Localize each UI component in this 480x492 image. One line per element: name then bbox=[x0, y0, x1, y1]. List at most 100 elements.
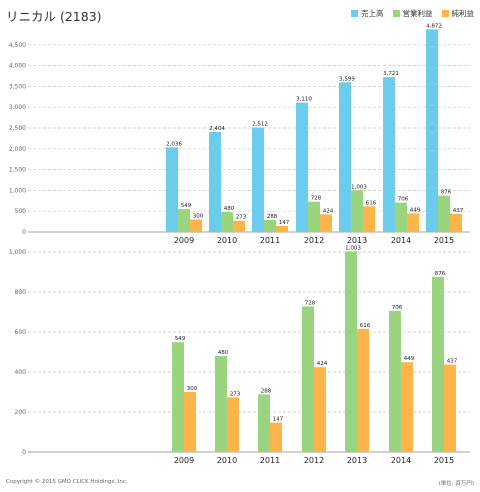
data-label: 3,110 bbox=[296, 97, 312, 103]
bar-net-2009 bbox=[184, 392, 196, 452]
data-label: 2,512 bbox=[252, 122, 268, 128]
y-tick-label: 2,500 bbox=[9, 125, 26, 132]
unit-label: (単位: 百万円) bbox=[438, 481, 474, 487]
y-tick-label: 800 bbox=[15, 289, 27, 296]
y-tick-label: 600 bbox=[15, 329, 27, 336]
legend: 売上高 営業利益 純利益 bbox=[351, 8, 474, 19]
data-label: 3,599 bbox=[339, 76, 355, 82]
copyright-text: Copyright © 2015 GMO CLICK Holdings, Inc… bbox=[6, 479, 128, 485]
bar-sales-2014 bbox=[383, 77, 395, 233]
y-tick-label: 2,000 bbox=[9, 146, 26, 153]
data-label: 1,003 bbox=[345, 245, 361, 251]
bar-sales-2009 bbox=[166, 147, 178, 232]
legend-item-operating[interactable]: 営業利益 bbox=[392, 8, 433, 19]
y-tick-label: 4,000 bbox=[9, 63, 26, 70]
bar-operating-2013 bbox=[351, 190, 363, 232]
data-label: 424 bbox=[317, 361, 328, 367]
legend-item-net[interactable]: 純利益 bbox=[441, 8, 475, 19]
bar-net-2010 bbox=[227, 397, 239, 452]
x-tick-label: 2009 bbox=[174, 236, 194, 245]
legend-item-sales[interactable]: 売上高 bbox=[351, 8, 384, 19]
bar-operating-2012 bbox=[308, 201, 320, 232]
y-tick-label: 4,500 bbox=[9, 42, 26, 49]
bar-sales-2015 bbox=[426, 29, 438, 233]
data-label: 288 bbox=[267, 214, 278, 220]
y-tick-label: 0 bbox=[22, 229, 26, 236]
bar-net-2013 bbox=[363, 206, 375, 232]
bar-net-2011 bbox=[270, 422, 282, 452]
y-tick-label: 3,000 bbox=[9, 104, 26, 111]
data-label: 300 bbox=[193, 214, 204, 220]
x-tick-label: 2014 bbox=[391, 456, 411, 465]
bar-sales-2013 bbox=[339, 82, 351, 232]
data-label: 4,872 bbox=[426, 23, 442, 29]
bar-net-2012 bbox=[320, 214, 332, 232]
x-tick-label: 2012 bbox=[304, 456, 324, 465]
bar-sales-2012 bbox=[296, 102, 308, 233]
legend-swatch-sales bbox=[351, 10, 358, 17]
bar-net-2015 bbox=[450, 213, 462, 232]
bar-net-2014 bbox=[407, 213, 419, 232]
bar-net-2010 bbox=[233, 220, 245, 232]
bar-net-2011 bbox=[276, 225, 288, 232]
data-label: 549 bbox=[181, 203, 192, 209]
data-label: 706 bbox=[398, 197, 409, 203]
x-tick-label: 2009 bbox=[174, 456, 194, 465]
data-label: 424 bbox=[323, 208, 334, 214]
bar-operating-2009 bbox=[172, 342, 184, 452]
bar-operating-2013 bbox=[345, 251, 357, 452]
legend-label-operating: 営業利益 bbox=[402, 9, 433, 18]
bar-net-2014 bbox=[401, 362, 413, 452]
bar-operating-2009 bbox=[178, 209, 190, 232]
y-tick-label: 200 bbox=[15, 409, 27, 416]
data-label: 437 bbox=[453, 208, 464, 214]
x-tick-label: 2015 bbox=[434, 236, 454, 245]
data-label: 876 bbox=[435, 271, 446, 277]
data-label: 616 bbox=[366, 200, 377, 206]
bar-net-2013 bbox=[357, 328, 369, 452]
x-tick-label: 2011 bbox=[260, 456, 280, 465]
data-label: 3,721 bbox=[383, 71, 399, 77]
bar-operating-2014 bbox=[389, 310, 401, 452]
data-label: 616 bbox=[360, 323, 371, 329]
bar-operating-2011 bbox=[258, 394, 270, 452]
data-label: 1,003 bbox=[351, 184, 367, 190]
y-tick-label: 1,000 bbox=[9, 249, 26, 256]
y-tick-label: 3,500 bbox=[9, 83, 26, 90]
x-tick-label: 2013 bbox=[347, 456, 367, 465]
x-tick-label: 2014 bbox=[391, 236, 411, 245]
bar-operating-2012 bbox=[302, 306, 314, 452]
data-label: 288 bbox=[261, 388, 272, 394]
data-label: 449 bbox=[410, 207, 421, 213]
legend-swatch-net bbox=[441, 10, 449, 17]
data-label: 273 bbox=[230, 391, 241, 397]
data-label: 876 bbox=[441, 190, 452, 196]
data-label: 449 bbox=[404, 356, 415, 362]
legend-swatch-operating bbox=[392, 10, 400, 17]
data-label: 2,404 bbox=[209, 126, 225, 132]
chart-title: リニカル (2183) bbox=[6, 9, 102, 24]
data-label: 480 bbox=[218, 350, 229, 356]
data-label: 147 bbox=[279, 220, 290, 226]
data-label: 147 bbox=[273, 417, 284, 423]
legend-label-net: 純利益 bbox=[451, 9, 475, 18]
x-tick-label: 2015 bbox=[434, 456, 454, 465]
bar-operating-2010 bbox=[215, 356, 227, 452]
y-tick-label: 500 bbox=[15, 208, 27, 215]
y-tick-label: 1,500 bbox=[9, 167, 26, 174]
legend-label-sales: 売上高 bbox=[361, 9, 384, 18]
data-label: 480 bbox=[224, 206, 235, 212]
data-label: 549 bbox=[175, 336, 186, 342]
bar-operating-2015 bbox=[432, 276, 444, 452]
bar-net-2015 bbox=[444, 364, 456, 452]
bar-net-2012 bbox=[314, 367, 326, 452]
x-tick-label: 2010 bbox=[217, 456, 237, 465]
y-tick-label: 400 bbox=[15, 369, 27, 376]
data-label: 728 bbox=[311, 196, 322, 202]
data-label: 273 bbox=[236, 215, 247, 221]
bar-sales-2011 bbox=[252, 127, 264, 232]
bar-operating-2011 bbox=[264, 220, 276, 232]
x-tick-label: 2011 bbox=[260, 236, 280, 245]
data-label: 728 bbox=[305, 300, 316, 306]
